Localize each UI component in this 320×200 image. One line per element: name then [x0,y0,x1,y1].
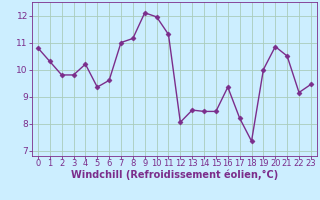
X-axis label: Windchill (Refroidissement éolien,°C): Windchill (Refroidissement éolien,°C) [71,169,278,180]
